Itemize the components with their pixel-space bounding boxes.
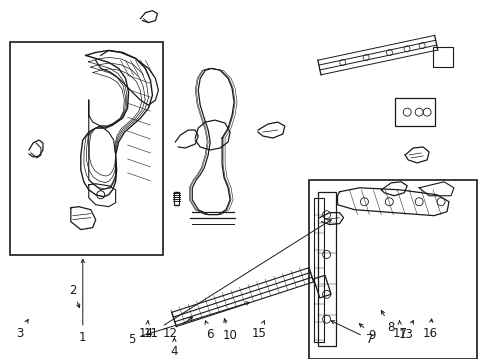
Bar bbox=[174, 192, 179, 205]
Bar bbox=[314, 275, 331, 298]
Text: 11: 11 bbox=[144, 220, 331, 339]
Text: 4: 4 bbox=[171, 338, 178, 357]
Text: 9: 9 bbox=[359, 324, 376, 342]
Text: 17: 17 bbox=[393, 321, 408, 339]
Text: 12: 12 bbox=[163, 318, 192, 339]
Text: 14: 14 bbox=[139, 321, 154, 339]
Text: 13: 13 bbox=[399, 321, 414, 341]
Bar bbox=[433, 47, 453, 67]
Bar bbox=[10, 42, 163, 256]
Text: 16: 16 bbox=[422, 319, 438, 339]
Bar bbox=[318, 192, 336, 346]
Text: 10: 10 bbox=[222, 319, 238, 342]
Text: 8: 8 bbox=[381, 311, 395, 334]
Bar bbox=[395, 98, 435, 126]
Text: 2: 2 bbox=[69, 284, 80, 307]
Bar bbox=[314, 198, 323, 342]
Text: 6: 6 bbox=[205, 321, 214, 341]
Text: 1: 1 bbox=[79, 259, 87, 343]
Text: 5: 5 bbox=[128, 302, 249, 346]
Bar bbox=[309, 180, 477, 359]
Text: 15: 15 bbox=[251, 321, 267, 339]
Text: 7: 7 bbox=[331, 321, 373, 346]
Text: 3: 3 bbox=[16, 320, 28, 339]
